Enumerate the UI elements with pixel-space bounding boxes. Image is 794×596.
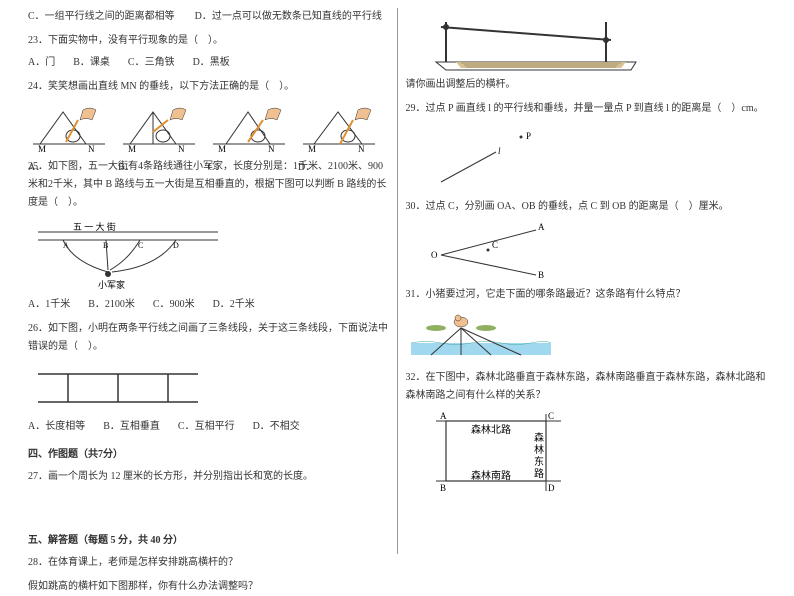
svg-text:M: M <box>308 144 316 152</box>
svg-text:N: N <box>358 144 365 152</box>
q23-opt-c: C．三角铁 <box>128 54 175 72</box>
q26-figure <box>28 362 208 412</box>
section4-title: 四、作图题（共7分） <box>28 446 389 464</box>
svg-text:O: O <box>431 250 438 260</box>
svg-text:森: 森 <box>534 431 544 444</box>
svg-text:C: C <box>548 411 554 421</box>
q25: 25．如下图，五一大街有4条路线通往小军家，长度分别是：1千米、2100米、90… <box>28 158 389 314</box>
q24-fig-c: MN C． <box>208 102 290 152</box>
q25-opt-c: C．900米 <box>153 296 195 314</box>
q30-figure: O A B C <box>426 220 556 280</box>
svg-text:M: M <box>218 144 226 152</box>
opt-c-text: C．一组平行线之间的距离都相等 <box>28 11 175 22</box>
q29-text: 29．过点 P 画直线 l 的平行线和垂线，并量一量点 P 到直线 l 的距离是… <box>406 103 764 114</box>
q29: 29．过点 P 画直线 l 的平行线和垂线，并量一量点 P 到直线 l 的距离是… <box>406 100 767 192</box>
q30: 30．过点 C，分别画 OA、OB 的垂线，点 C 到 OB 的距离是（ ）厘米… <box>406 198 767 280</box>
q23-opts: A．门 B．课桌 C．三角铁 D．黑板 <box>28 54 389 72</box>
q30-text: 30．过点 C，分别画 OA、OB 的垂线，点 C 到 OB 的距离是（ ）厘米… <box>406 201 729 212</box>
q25-opt-a: A．1千米 <box>28 296 70 314</box>
q32-text: 32．在下图中，森林北路垂直于森林东路，森林南路垂直于森林东路，森林北路和森林南… <box>406 372 766 401</box>
prev-option-c: C．一组平行线之间的距离都相等 D．过一点可以做无数条已知直线的平行线 <box>28 8 389 26</box>
q26-opts: A．长度相等 B．互相垂直 C．互相平行 D．不相交 <box>28 418 389 436</box>
q23-opt-d: D．黑板 <box>193 54 230 72</box>
q23-opt-b: B．课桌 <box>73 54 110 72</box>
q25-opt-d: D．2千米 <box>213 296 255 314</box>
svg-text:M: M <box>38 144 46 152</box>
q26-text: 26．如下图，小明在两条平行线之间画了三条线段，关于这三条线段，下面说法中错误的… <box>28 323 388 352</box>
q24-fig-a: MN A． <box>28 102 110 152</box>
q28c: 请你画出调整后的横杆。 <box>406 76 767 94</box>
q31-text: 31．小猪要过河，它走下面的哪条路最近？这条路有什么特点？ <box>406 289 686 300</box>
q32: 32．在下图中，森林北路垂直于森林东路，森林南路垂直于森林东路，森林北路和森林南… <box>406 369 767 499</box>
q24-fig-d: MN D． <box>298 102 380 152</box>
svg-text:N: N <box>178 144 185 152</box>
opt-d-text: D．过一点可以做无数条已知直线的平行线 <box>195 11 382 22</box>
q31: 31．小猪要过河，它走下面的哪条路最近？这条路有什么特点？ <box>406 286 767 363</box>
q23-opt-a: A．门 <box>28 54 55 72</box>
svg-text:东: 东 <box>534 455 544 468</box>
q26-opt-a: A．长度相等 <box>28 418 85 436</box>
left-column: C．一组平行线之间的距离都相等 D．过一点可以做无数条已知直线的平行线 23．下… <box>20 8 398 554</box>
q26-opt-d: D．不相交 <box>253 418 300 436</box>
section5-title: 五、解答题（每题 5 分，共 40 分） <box>28 532 389 550</box>
svg-text:C: C <box>492 240 498 250</box>
svg-text:D: D <box>548 483 555 493</box>
q25-figure: 五 一 大 街 A B C D 小军家 <box>28 212 228 292</box>
q24-label-c: C． <box>208 162 225 173</box>
svg-text:N: N <box>268 144 275 152</box>
right-column: 请你画出调整后的横杆。 29．过点 P 画直线 l 的平行线和垂线，并量一量点 … <box>398 8 775 554</box>
svg-text:路: 路 <box>534 467 544 480</box>
q24-text: 24．笑笑想画出直线 MN 的垂线，以下方法正确的是（ ）。 <box>28 81 294 92</box>
svg-text:小军家: 小军家 <box>98 279 125 290</box>
svg-text:五 一 大 街: 五 一 大 街 <box>73 221 116 232</box>
p-label: P <box>526 131 531 141</box>
q24-label-d: D． <box>298 162 315 173</box>
svg-text:M: M <box>128 144 136 152</box>
q24-images: MN A． MN B． <box>28 102 389 152</box>
svg-text:B: B <box>538 270 544 280</box>
q31-figure <box>406 308 556 363</box>
q27: 27．画一个周长为 12 厘米的长方形，并分别指出长和宽的长度。 <box>28 468 389 486</box>
q23-text: 23．下面实物中，没有平行现象的是（ ）。 <box>28 35 223 46</box>
q24-label-a: A． <box>28 162 45 173</box>
q24-label-b: B． <box>118 162 135 173</box>
svg-text:N: N <box>88 144 95 152</box>
q24-fig-b: MN B． <box>118 102 200 152</box>
q23: 23．下面实物中，没有平行现象的是（ ）。 A．门 B．课桌 C．三角铁 D．黑… <box>28 32 389 72</box>
q26: 26．如下图，小明在两条平行线之间画了三条线段，关于这三条线段，下面说法中错误的… <box>28 320 389 436</box>
svg-text:A: A <box>538 222 545 232</box>
q26-opt-b: B．互相垂直 <box>103 418 160 436</box>
q28b: 假如跳高的横杆如下图那样，你有什么办法调整吗？ <box>28 578 389 596</box>
svg-text:林: 林 <box>534 443 544 456</box>
q29-figure: P l <box>426 122 566 192</box>
q25-opts: A．1千米 B．2100米 C．900米 D．2千米 <box>28 296 389 314</box>
q26-opt-c: C．互相平行 <box>178 418 235 436</box>
svg-text:森林北路: 森林北路 <box>471 423 511 436</box>
q24: 24．笑笑想画出直线 MN 的垂线，以下方法正确的是（ ）。 MN A． <box>28 78 389 152</box>
q28a: 28．在体育课上，老师是怎样安排跳高横杆的？ <box>28 554 389 572</box>
highjump-figure <box>406 12 646 72</box>
svg-text:森林南路: 森林南路 <box>471 469 511 482</box>
q32-figure: A C B D 森林北路 森林南路 森 林 东 路 <box>426 409 576 499</box>
svg-text:B: B <box>440 483 446 493</box>
q25-opt-b: B．2100米 <box>88 296 135 314</box>
l-label: l <box>498 146 501 156</box>
svg-text:A: A <box>440 411 447 421</box>
